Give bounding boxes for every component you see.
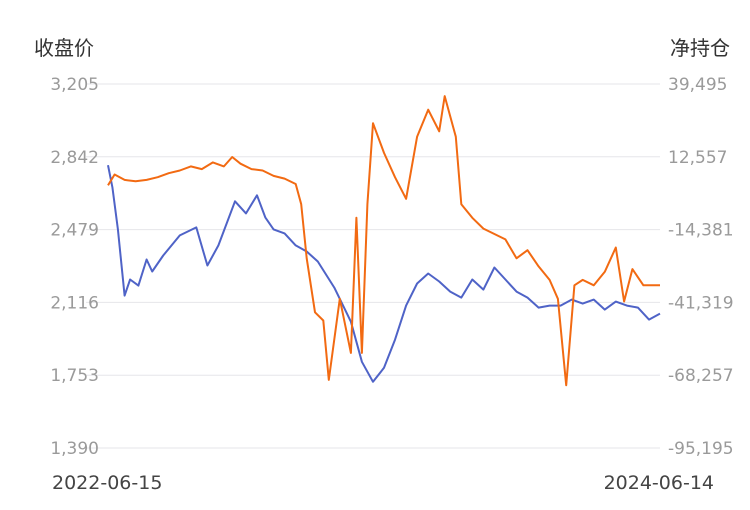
left-axis: 3,205 2,842 2,479 2,116 1,753 1,390 bbox=[50, 75, 99, 459]
x-end-label: 2024-06-14 bbox=[604, 472, 714, 494]
series-layer bbox=[107, 95, 661, 387]
right-axis-title: 净持仓 bbox=[670, 36, 730, 60]
right-tick-label: -14,381 bbox=[668, 221, 734, 241]
left-tick-label: 2,842 bbox=[50, 148, 99, 168]
right-tick-label: 39,495 bbox=[668, 75, 727, 95]
left-tick-label: 2,479 bbox=[50, 221, 99, 241]
close-series-line bbox=[107, 165, 661, 383]
right-axis: 39,495 12,557 -14,381 -41,319 -68,257 -95,195 bbox=[668, 75, 734, 459]
left-tick-label: 1,753 bbox=[50, 366, 99, 386]
position-series-line bbox=[107, 95, 660, 387]
left-tick-label: 2,116 bbox=[50, 293, 99, 313]
left-axis-title: 收盘价 bbox=[34, 36, 94, 60]
right-tick-label: -68,257 bbox=[668, 366, 734, 386]
right-tick-label: -95,195 bbox=[668, 439, 734, 459]
grid-lines bbox=[86, 83, 660, 449]
left-tick-label: 3,205 bbox=[50, 75, 99, 95]
right-tick-label: 12,557 bbox=[668, 148, 727, 168]
left-tick-label: 1,390 bbox=[50, 439, 99, 459]
right-tick-label: -41,319 bbox=[668, 293, 734, 313]
x-start-label: 2022-06-15 bbox=[52, 472, 162, 494]
